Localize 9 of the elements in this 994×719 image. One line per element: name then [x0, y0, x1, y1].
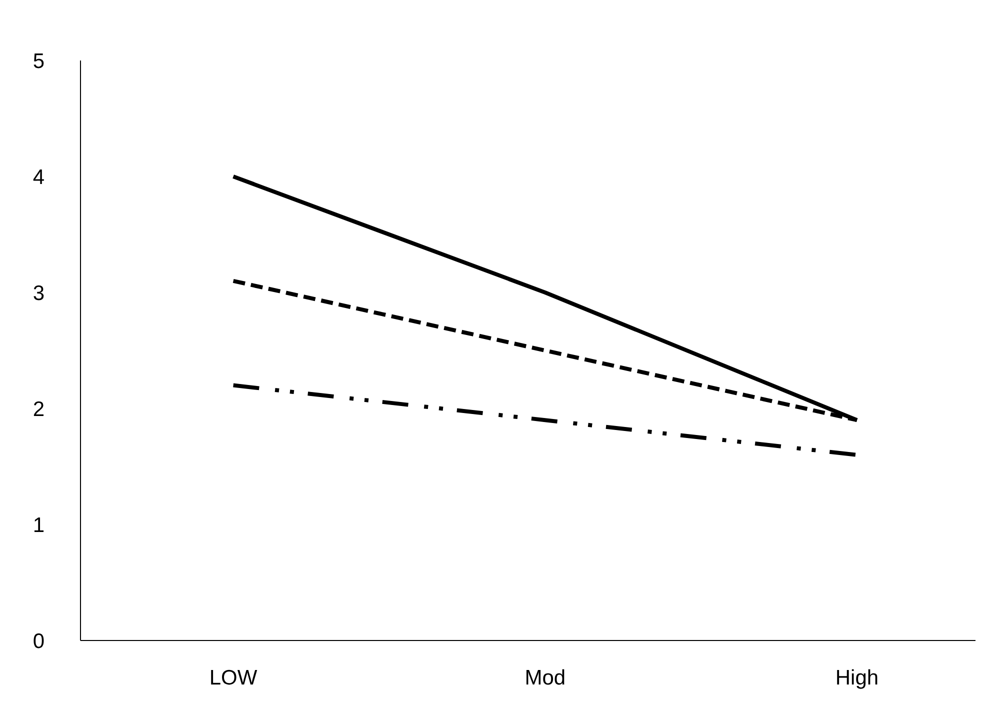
y-tick-label: 1: [32, 514, 45, 537]
y-tick-label: 3: [32, 282, 45, 305]
y-tick-label: 4: [32, 166, 45, 189]
y-tick-label: 5: [32, 50, 45, 73]
y-tick-label: 0: [32, 630, 45, 653]
x-tick-label: LOW: [209, 666, 258, 690]
x-tick-label: High: [835, 666, 879, 690]
y-tick-label: 2: [32, 398, 45, 421]
x-tick-label: Mod: [524, 666, 566, 690]
